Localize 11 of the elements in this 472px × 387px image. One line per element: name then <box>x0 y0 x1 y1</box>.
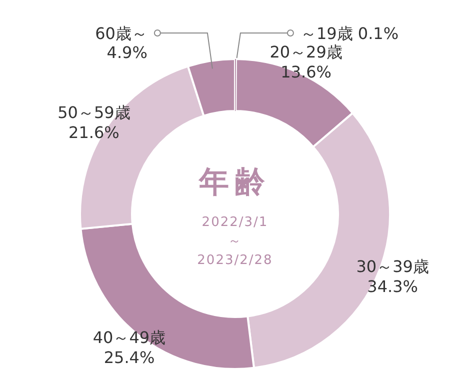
slice-label: 50～59歳 <box>58 102 130 122</box>
data-label: 34.3% <box>367 277 418 296</box>
data-label: 4.9% <box>106 43 148 62</box>
text: 2022/3/1 ～ 2023/2/28 <box>197 215 273 268</box>
data-label: 25.4% <box>104 348 155 367</box>
slice-label: 20～29歳 <box>270 42 342 62</box>
slice-label: 30～39歳 <box>356 257 429 276</box>
slice-label: 60歳～ <box>95 24 148 43</box>
text: 年齢 <box>198 165 271 200</box>
data-label: 21.6% <box>68 122 120 142</box>
slice-label: ～19歳 0.1% <box>300 24 399 43</box>
